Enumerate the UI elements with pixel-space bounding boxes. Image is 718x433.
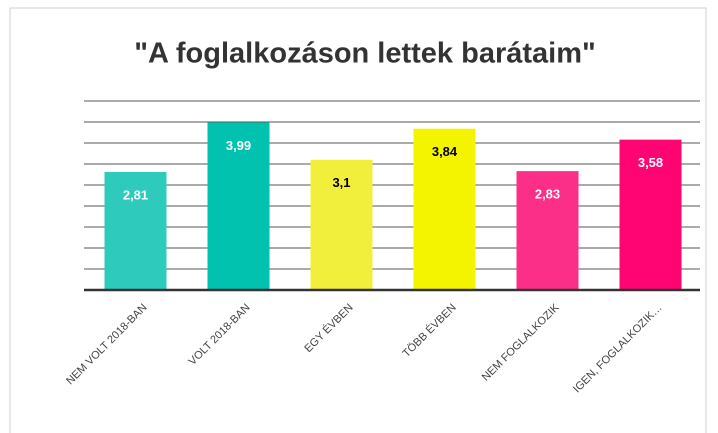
bar (310, 159, 373, 290)
bar (619, 139, 682, 290)
data-label: 3,84 (432, 144, 458, 159)
data-label: 3,1 (332, 175, 350, 190)
chart-title: "A foglalkozáson lettek barátaim" (134, 38, 596, 70)
data-label: 2,81 (123, 187, 148, 202)
bar (207, 122, 270, 290)
data-label: 3,58 (638, 155, 663, 170)
bar (516, 171, 579, 290)
data-label: 2,83 (535, 187, 560, 202)
bar (413, 128, 476, 290)
bar (104, 171, 167, 290)
data-label: 3,99 (226, 138, 251, 153)
